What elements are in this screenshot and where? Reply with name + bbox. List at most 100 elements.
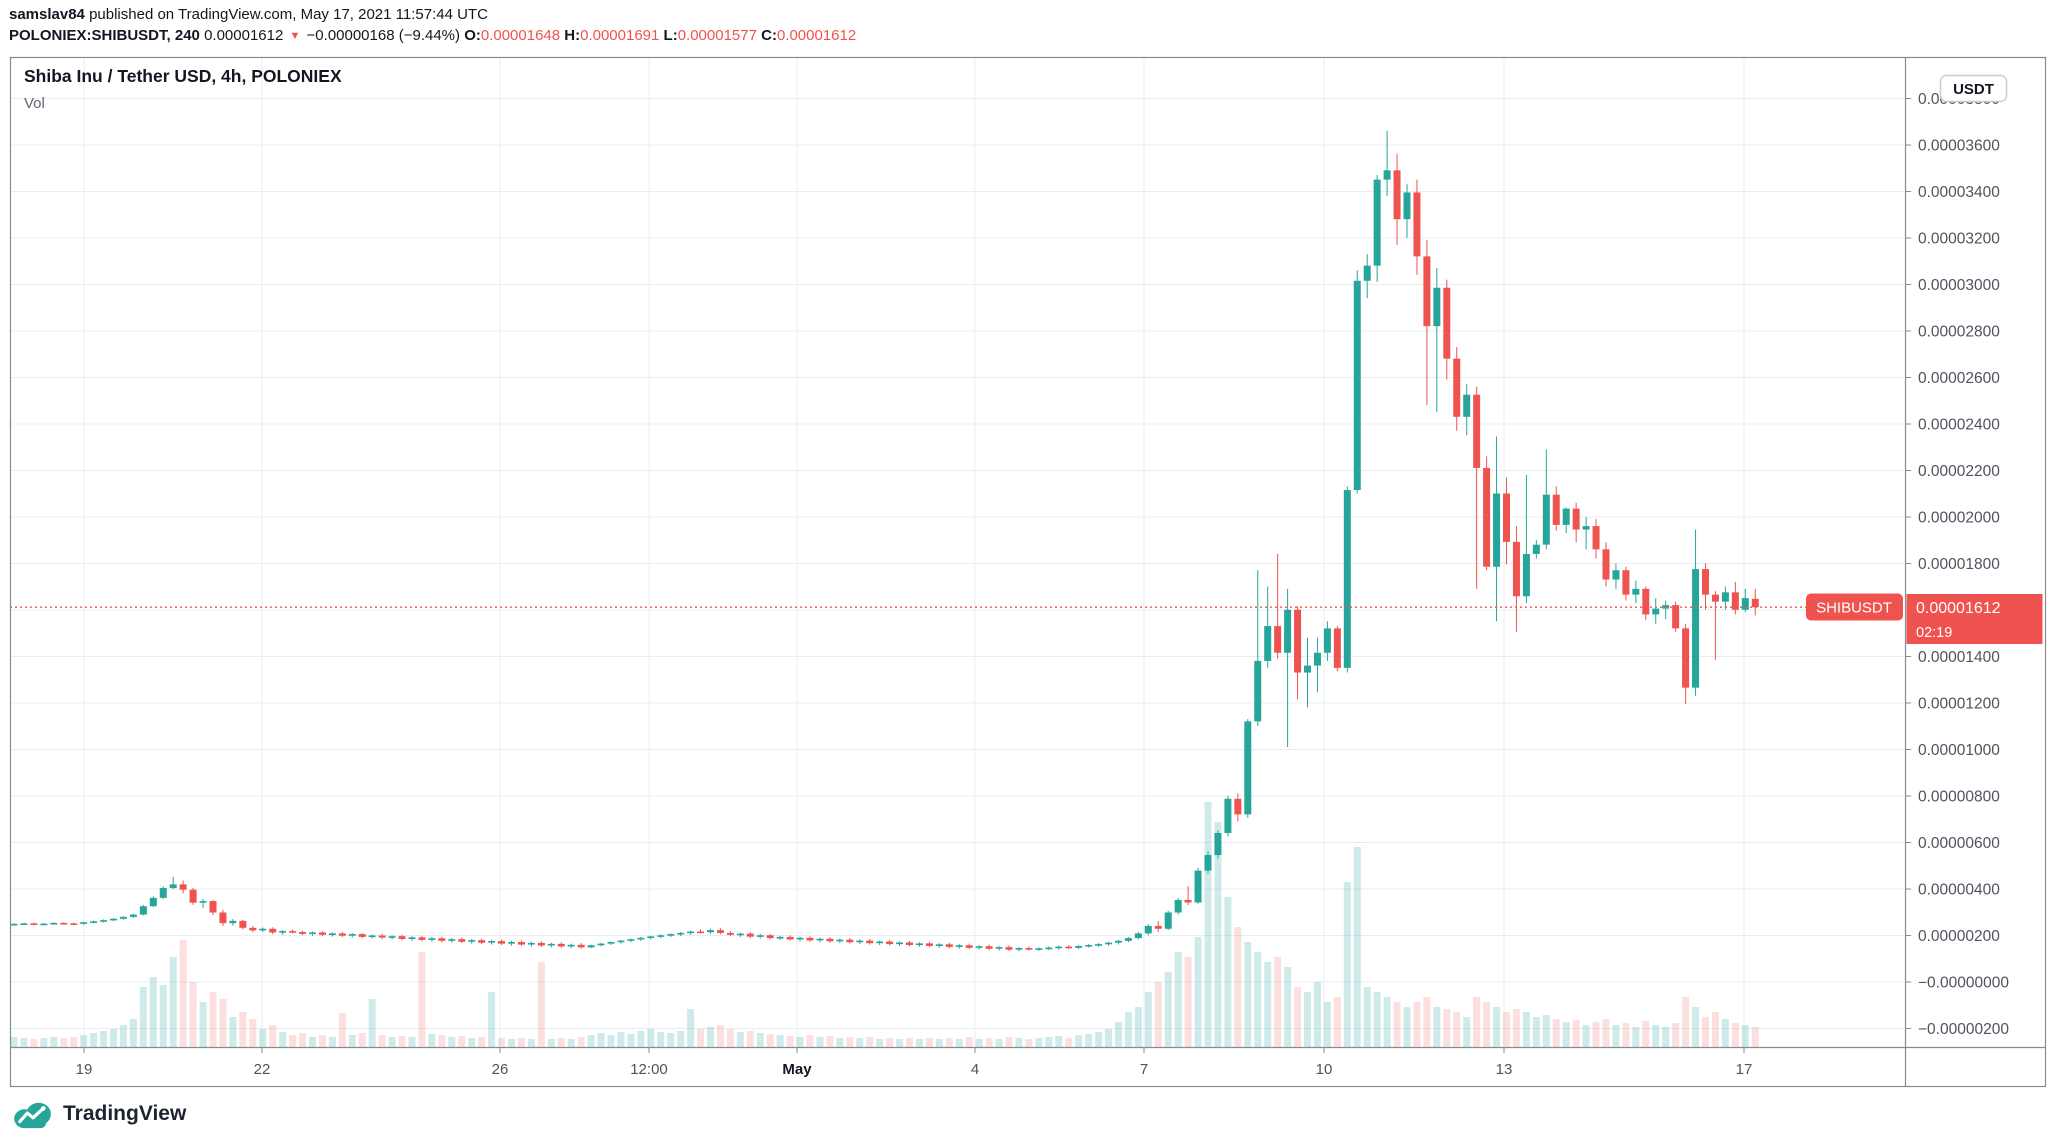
- candle-body: [517, 942, 525, 945]
- volume-bar: [1343, 882, 1351, 1047]
- volume-bar: [1015, 1038, 1023, 1047]
- candle-body: [1592, 526, 1600, 550]
- volume-bar: [209, 992, 217, 1047]
- volume-bar: [129, 1019, 137, 1047]
- candle-body: [1284, 609, 1292, 653]
- volume-bar: [786, 1036, 794, 1047]
- candle-body: [1751, 598, 1759, 608]
- candle-body: [1682, 628, 1690, 688]
- volume-bar: [10, 1037, 18, 1047]
- candle-body: [1403, 192, 1411, 220]
- high-label: H:: [564, 27, 581, 44]
- time-tick-label: 19: [76, 1061, 93, 1078]
- volume-bar: [1503, 1012, 1510, 1047]
- candle-body: [348, 934, 356, 936]
- price-axis[interactable]: 0.000038000.000036000.000034000.00003200…: [1905, 91, 2009, 1038]
- author-name: samslav84: [9, 6, 85, 23]
- candle-body: [1274, 626, 1282, 653]
- candle-body: [1323, 628, 1331, 653]
- candle-body: [766, 935, 774, 939]
- time-tick-label: 22: [254, 1061, 271, 1078]
- volume-bar: [1144, 992, 1152, 1047]
- candle-body: [458, 939, 466, 942]
- volume-bar: [448, 1037, 456, 1047]
- candle-body: [1483, 467, 1491, 567]
- volume-bar: [537, 962, 545, 1047]
- volume-bar: [1294, 987, 1302, 1047]
- currency-button[interactable]: USDT: [1939, 74, 2008, 103]
- time-tick-label: May: [782, 1061, 812, 1078]
- candle-body: [1433, 287, 1441, 327]
- volume-bar: [1403, 1007, 1411, 1047]
- candle-body: [10, 923, 18, 926]
- candle-body: [1294, 609, 1302, 673]
- candle-body: [945, 944, 953, 947]
- candle-body: [498, 941, 506, 944]
- candle-body: [189, 889, 197, 903]
- volume-bar: [1383, 997, 1391, 1047]
- volume-bar: [1602, 1019, 1610, 1047]
- candle-body: [886, 941, 894, 945]
- candle-body: [1234, 798, 1242, 815]
- volume-bar: [119, 1025, 127, 1047]
- volume-bar: [1154, 982, 1162, 1047]
- low-value: 0.00001577: [677, 27, 757, 44]
- tradingview-logo[interactable]: TradingView: [12, 1098, 186, 1130]
- volume-bar: [199, 1002, 207, 1047]
- chart-outer-border: [9, 56, 2047, 1088]
- volume-bar: [1463, 1017, 1471, 1047]
- candle-body: [1184, 899, 1192, 903]
- candle-body: [1304, 665, 1311, 673]
- volume-bar: [1184, 957, 1192, 1047]
- candle-body: [139, 906, 147, 915]
- volume-bar: [110, 1029, 117, 1047]
- down-triangle-icon: ▼: [289, 30, 301, 42]
- candle-body: [1134, 933, 1142, 939]
- time-tick-label: 26: [492, 1061, 509, 1078]
- candle-body: [179, 884, 187, 890]
- volume-bar: [259, 1029, 267, 1047]
- volume-bar: [906, 1038, 913, 1047]
- candle-body: [309, 932, 316, 935]
- volume-bar: [876, 1039, 884, 1047]
- symbol-readout: POLONIEX:SHIBUSDT, 240 0.00001612 ▼ −0.0…: [9, 25, 856, 47]
- candle-body: [468, 940, 476, 942]
- volume-bar: [577, 1037, 585, 1047]
- volume-bar: [1333, 997, 1341, 1047]
- candle-body: [199, 901, 207, 903]
- tradingview-logo-text: TradingView: [63, 1102, 187, 1125]
- candle-body: [1622, 570, 1630, 595]
- volume-bar: [159, 985, 167, 1047]
- volume-bar: [398, 1036, 406, 1047]
- volume-bar: [1741, 1025, 1749, 1047]
- volume-bar: [219, 999, 227, 1047]
- volume-indicator-label: Vol: [24, 95, 45, 112]
- volume-bar: [587, 1035, 595, 1047]
- candle-body: [836, 939, 844, 942]
- chart-title: Shiba Inu / Tether USD, 4h, POLONIEX: [24, 66, 342, 86]
- volume-bar: [60, 1038, 68, 1047]
- volume-bar: [289, 1035, 297, 1047]
- candle-body: [906, 942, 913, 946]
- candle-body: [786, 936, 794, 940]
- candle-body: [1493, 493, 1501, 567]
- candle-body: [1562, 508, 1570, 525]
- candle-body: [876, 941, 884, 944]
- candles-pane[interactable]: [10, 130, 1759, 952]
- candle-body: [736, 933, 744, 936]
- volume-bar: [1443, 1009, 1451, 1047]
- volume-bar: [388, 1037, 396, 1047]
- candle-body: [90, 921, 98, 923]
- time-axis[interactable]: 19 22 26 12:00 May 4 7 10 13 17: [76, 1047, 1753, 1078]
- price-tick-label: 0.00002200: [1918, 463, 2000, 480]
- price-tick-label: 0.00002600: [1918, 370, 2000, 387]
- volume-bar: [1393, 1002, 1401, 1047]
- volume-bar: [1612, 1025, 1620, 1047]
- volume-bar: [547, 1039, 555, 1047]
- volume-bar: [229, 1017, 237, 1047]
- volume-bar: [965, 1037, 973, 1047]
- candle-body: [866, 940, 874, 944]
- candle-body: [478, 940, 486, 943]
- candle-body: [1164, 912, 1172, 929]
